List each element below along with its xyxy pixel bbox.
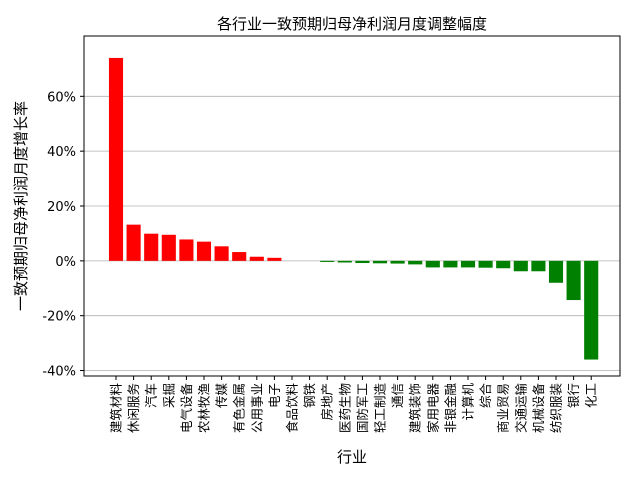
bar — [460, 260, 476, 268]
bars — [108, 57, 599, 360]
x-tick-label: 采掘 — [161, 383, 176, 408]
bar — [425, 260, 440, 268]
bar — [408, 260, 423, 265]
bar — [179, 239, 194, 261]
x-tick-label: 轻工制造 — [373, 383, 388, 434]
bar — [267, 257, 282, 261]
bar — [232, 252, 247, 261]
x-tick-label: 传媒 — [214, 383, 229, 409]
x-tick-label: 国防军工 — [355, 383, 370, 433]
y-tick-label: -20% — [42, 310, 76, 325]
x-tick-label: 非银金融 — [443, 383, 458, 434]
y-axis: -40% -20% 0% 20% 40% 60% — [42, 90, 84, 380]
x-tick-label: 钢铁 — [302, 383, 317, 409]
x-tick-label: 电气设备 — [179, 383, 194, 434]
bar — [548, 260, 564, 283]
x-tick-label: 食品饮料 — [285, 383, 300, 434]
x-tick-label: 机械设备 — [531, 383, 546, 434]
y-tick-label: 40% — [47, 145, 76, 160]
x-tick-label: 建筑材料 — [109, 383, 124, 434]
x-axis: 建筑材料 休闲服务 汽车 采掘 电气设备 农林牧渔 传媒 有色金属 公用事业 电子 食品饮料 钢铁 房地… — [109, 376, 599, 433]
x-tick-label: 建筑装饰 — [408, 383, 423, 433]
x-tick-label: 商业贸易 — [496, 383, 511, 433]
x-tick-label: 房地产 — [320, 383, 335, 421]
bar — [390, 260, 405, 264]
bar — [496, 260, 511, 269]
bar — [126, 224, 141, 261]
chart-title: 各行业一致预期归母净利润月度调整幅度 — [217, 15, 487, 33]
y-tick-label: 0% — [55, 255, 76, 270]
bar — [337, 260, 352, 263]
bar — [566, 260, 581, 301]
x-tick-label: 通信 — [390, 383, 405, 408]
gridlines — [84, 95, 620, 371]
x-tick-label: 交通运输 — [513, 383, 528, 434]
y-tick-label: 20% — [47, 200, 76, 215]
x-tick-label: 家用电器 — [425, 383, 440, 434]
x-tick-label: 电子 — [267, 383, 282, 408]
y-axis-label: 一致预期归母净利润月度增长率 — [12, 101, 30, 311]
bar — [249, 256, 264, 261]
x-tick-label: 汽车 — [144, 383, 159, 408]
x-tick-label: 公用事业 — [249, 383, 264, 433]
y-tick-label: 60% — [47, 90, 76, 105]
bar — [355, 260, 370, 264]
bar — [531, 260, 546, 272]
bar — [478, 260, 493, 268]
bar — [320, 260, 335, 262]
x-tick-label: 计算机 — [461, 383, 476, 421]
bar — [443, 260, 458, 268]
bar — [196, 241, 212, 261]
x-tick-label: 综合 — [478, 383, 493, 409]
x-tick-label: 化工 — [584, 383, 599, 408]
bar — [513, 260, 528, 272]
x-tick-label: 农林牧渔 — [197, 383, 212, 433]
x-axis-label: 行业 — [337, 448, 367, 466]
x-tick-label: 有色金属 — [232, 383, 247, 433]
bar — [161, 234, 176, 261]
bar — [214, 246, 229, 261]
bar — [372, 260, 388, 264]
bar — [584, 260, 599, 360]
x-tick-label: 医药生物 — [337, 383, 352, 433]
x-tick-label: 休闲服务 — [126, 383, 141, 433]
x-tick-label: 银行 — [566, 383, 581, 408]
x-tick-label: 纺织服装 — [549, 383, 564, 433]
bar — [144, 233, 159, 261]
bar — [108, 57, 124, 261]
y-tick-label: -40% — [42, 365, 76, 380]
